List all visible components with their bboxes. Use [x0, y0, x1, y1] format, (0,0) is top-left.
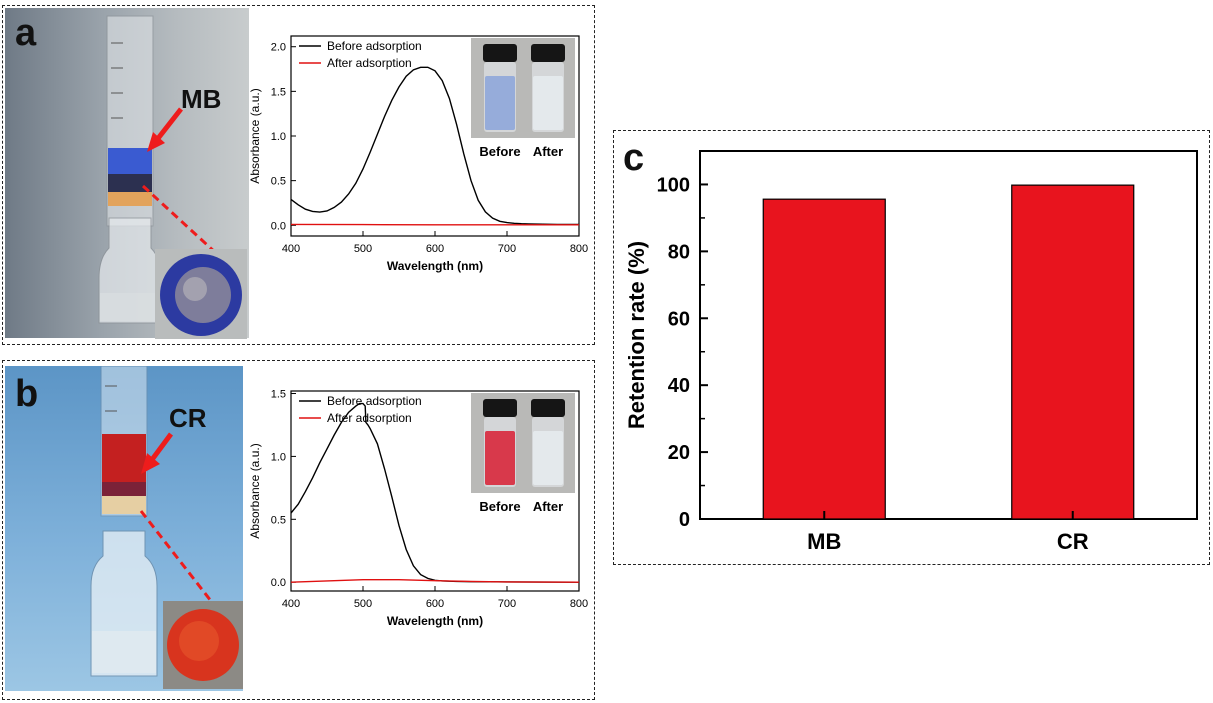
vial-before-liquid	[485, 431, 515, 485]
after-adsorption-line	[290, 579, 580, 583]
x-axis-label: Wavelength (nm)	[387, 614, 483, 628]
x-tick-label: 800	[570, 598, 588, 610]
vial-cap	[531, 399, 565, 417]
x-tick-label: 800	[570, 243, 588, 255]
y-tick-label: 0.0	[271, 577, 286, 589]
x-tick-label: MB	[807, 529, 841, 554]
before-adsorption-line	[290, 66, 579, 226]
y-tick-label: 1.0	[271, 451, 286, 463]
vial-cap	[483, 44, 517, 62]
y-tick-label: 60	[668, 308, 690, 330]
y-axis-label: Absorbance (a.u.)	[248, 443, 262, 538]
legend-entry: Before adsorption	[327, 394, 422, 408]
mb-label: MB	[181, 84, 222, 114]
x-tick-label: 400	[282, 243, 300, 255]
cr-zoom-line	[139, 510, 213, 602]
bar-mb	[762, 198, 886, 520]
y-tick-label: 0.5	[271, 514, 286, 526]
y-tick-label: 2.0	[271, 42, 286, 54]
y-axis-label: Retention rate (%)	[624, 241, 649, 429]
legend-entry: After adsorption	[327, 411, 412, 425]
panel-letter-b: b	[15, 373, 39, 415]
vial-cap	[531, 44, 565, 62]
panel-a: a MB 400 500 600 700 800 0.0 0.5 1.0 1.5 2.0 Wavel…	[2, 5, 595, 345]
plot-frame	[699, 150, 1198, 520]
y-tick-label: 0	[679, 509, 690, 531]
mb-arrow	[154, 107, 183, 143]
legend-entry: Before adsorption	[327, 39, 422, 53]
x-tick-label: CR	[1057, 529, 1089, 554]
y-tick-label: 80	[668, 241, 690, 263]
vial-label: Before	[479, 144, 520, 159]
vial-label: After	[533, 144, 563, 159]
panel-letter-c: c	[623, 137, 645, 179]
vial-label: Before	[479, 499, 520, 514]
mb-column-photo	[5, 8, 249, 338]
y-tick-label: 1.0	[271, 131, 286, 143]
x-tick-label: 600	[426, 598, 444, 610]
vial-before-liquid	[485, 76, 515, 130]
retention-bar-chart: 0 20 40 60 80 100 Retention rate (%) MB CR	[624, 150, 1198, 554]
panel-letter-a: a	[15, 12, 37, 54]
vial-cap	[483, 399, 517, 417]
y-axis-label: Absorbance (a.u.)	[248, 88, 262, 183]
y-tick-label: 1.5	[271, 389, 286, 401]
y-tick-label: 40	[668, 375, 690, 397]
mb-column-drawing	[98, 15, 162, 324]
y-tick-label: 0.0	[271, 220, 286, 232]
panel-c: c 0 20 40 60 80 100 Retention rate (%) MB CR	[613, 130, 1210, 565]
bar-cr	[1011, 184, 1135, 520]
cr-membrane-inset	[163, 601, 243, 689]
legend-entry: After adsorption	[327, 56, 412, 70]
mb-dye-layer	[108, 148, 152, 174]
cr-label: CR	[169, 403, 207, 433]
mb-membrane-inset	[155, 249, 247, 339]
cr-column-drawing	[90, 366, 158, 677]
y-tick-label: 100	[657, 174, 690, 196]
vial-after-liquid	[533, 431, 563, 485]
cr-spectrum-chart: 400 500 600 700 800 0.0 0.5 1.0 1.5 Wavelength (n…	[248, 389, 588, 628]
cr-arrow-overlay	[139, 432, 213, 602]
vial-after-liquid	[533, 76, 563, 130]
mb-spectrum-chart: 400 500 600 700 800 0.0 0.5 1.0 1.5 2.0 Wavelength…	[248, 35, 588, 273]
y-tick-label: 1.5	[271, 86, 286, 98]
y-tick-label: 20	[668, 442, 690, 464]
x-tick-label: 400	[282, 598, 300, 610]
panel-b: b CR 400 500 600 700 800 0.0 0.5 1.0 1.5 Waveleng…	[2, 360, 595, 700]
x-tick-label: 700	[498, 243, 516, 255]
cr-arrow	[148, 432, 174, 463]
x-tick-label: 500	[354, 598, 372, 610]
x-axis-label: Wavelength (nm)	[387, 259, 483, 273]
x-tick-label: 700	[498, 598, 516, 610]
cr-dye-layer	[102, 434, 146, 482]
vial-label: After	[533, 499, 563, 514]
y-tick-label: 0.5	[271, 176, 286, 188]
x-tick-label: 600	[426, 243, 444, 255]
x-tick-label: 500	[354, 243, 372, 255]
